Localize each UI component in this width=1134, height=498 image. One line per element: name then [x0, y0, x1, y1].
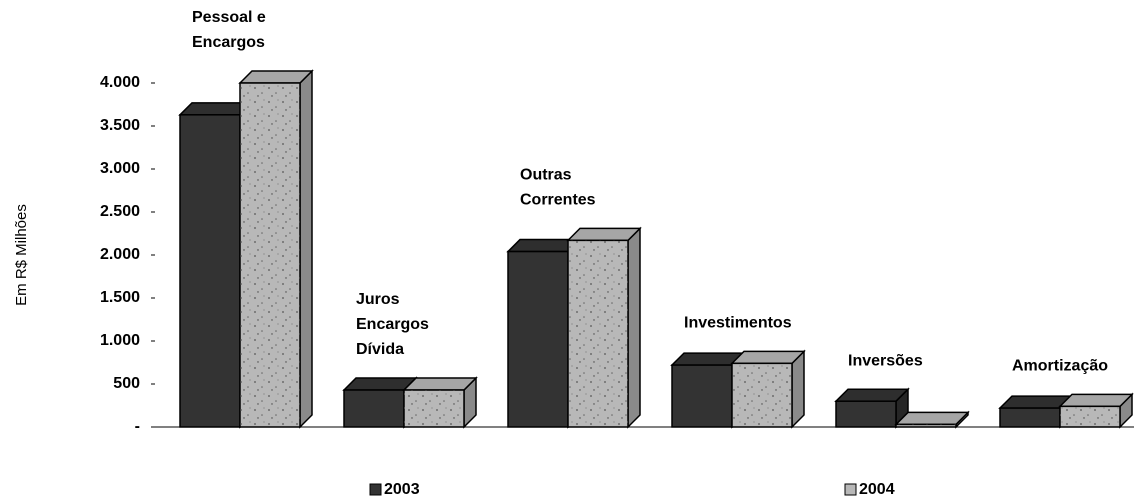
y-tick-label: 2.000 [100, 246, 140, 263]
y-tick-label: 3.500 [100, 117, 140, 134]
bar-face [1058, 393, 1134, 408]
category-label: Amortização [1012, 358, 1108, 375]
bar-face [507, 250, 569, 428]
category-label: Outras [520, 167, 572, 184]
legend-label: 2004 [859, 481, 895, 498]
bar [402, 376, 478, 429]
bar-face [238, 70, 314, 84]
y-tick-label: 1.000 [100, 332, 140, 349]
y-tick-label: 4.000 [100, 74, 140, 91]
bar-face [671, 364, 733, 428]
category-label: Correntes [520, 192, 596, 209]
bar-face [732, 363, 792, 427]
bar-face [240, 83, 300, 427]
bar-face [791, 349, 805, 429]
bar-face [343, 389, 405, 428]
bar [238, 69, 314, 429]
bar-face [730, 350, 806, 365]
category-label: Pessoal e [192, 9, 266, 26]
bar-face [1060, 406, 1120, 427]
category-label: Juros [356, 291, 400, 308]
category-label: Encargos [356, 316, 429, 333]
bar-face [894, 411, 970, 426]
bar-face [402, 377, 478, 391]
bar-face [834, 388, 910, 402]
bar-face [999, 407, 1061, 428]
category-label: Encargos [192, 34, 265, 51]
y-tick-label: 1.500 [100, 289, 140, 306]
bar [834, 387, 910, 429]
legend-swatch [369, 483, 382, 496]
y-tick-label: 3.000 [100, 160, 140, 177]
y-axis-label: Em R$ Milhões [13, 204, 30, 306]
bar-face [627, 226, 641, 429]
bar-face [568, 240, 628, 427]
category-label: Dívida [356, 341, 404, 358]
y-tick-label: 500 [113, 375, 140, 392]
bar [894, 410, 970, 429]
bar [730, 349, 806, 429]
bar-face [299, 69, 313, 429]
bar [1058, 392, 1134, 429]
bar-face [835, 400, 897, 428]
legend-label: 2003 [384, 481, 420, 498]
bar-face [896, 424, 956, 427]
y-tick-label: - [135, 418, 140, 435]
bar-face [566, 227, 642, 242]
bar-face [179, 114, 241, 428]
category-label: Investimentos [684, 315, 792, 332]
y-tick-label: 2.500 [100, 203, 140, 220]
bar-face [404, 390, 464, 427]
bar [566, 226, 642, 429]
legend-swatch [844, 483, 857, 496]
category-label: Inversões [848, 352, 923, 369]
